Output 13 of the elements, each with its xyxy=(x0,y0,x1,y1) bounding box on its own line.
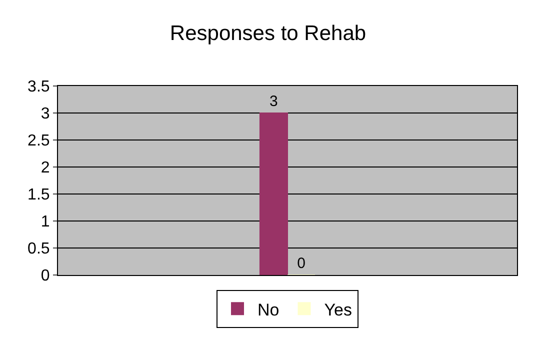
chart-title: Responses to Rehab xyxy=(170,22,366,45)
legend-label: No xyxy=(258,300,280,320)
data-label: 0 xyxy=(297,255,306,272)
y-tick-label: 1.5 xyxy=(28,186,50,204)
legend-label: Yes xyxy=(324,300,352,320)
y-tick-label: 0.5 xyxy=(28,240,50,258)
y-tick-label: 0 xyxy=(40,268,50,285)
y-tick-label: 2 xyxy=(40,160,50,177)
data-label: 3 xyxy=(270,93,278,110)
y-tick-label: 2.5 xyxy=(28,132,50,150)
y-tick-label: 3 xyxy=(40,106,50,123)
y-tick-label: 3.5 xyxy=(28,78,50,96)
y-tick-label: 1 xyxy=(40,214,50,231)
